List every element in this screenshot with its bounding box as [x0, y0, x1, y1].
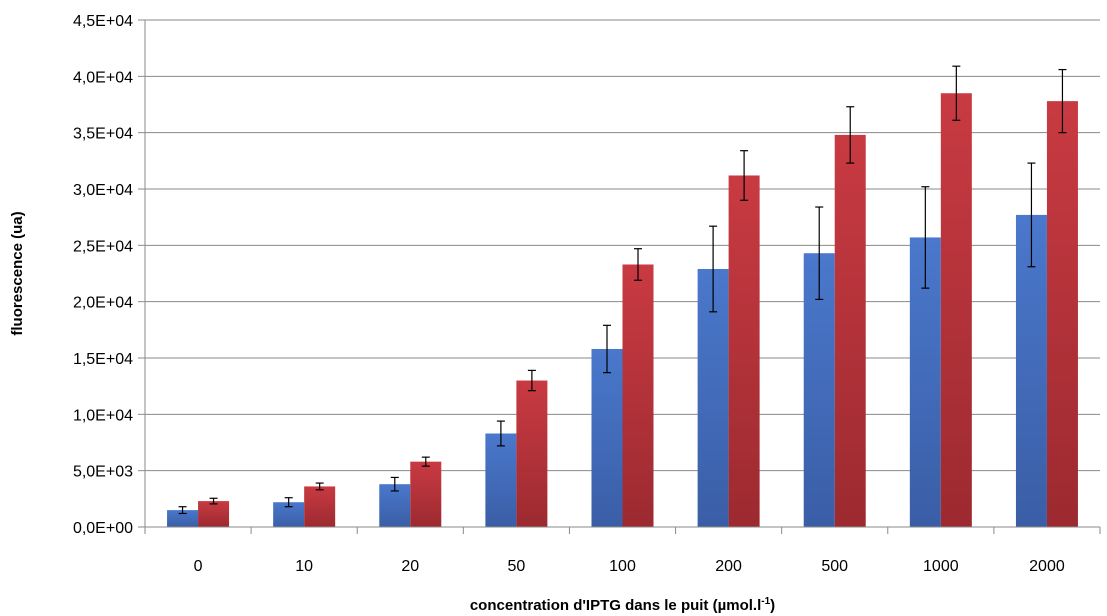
x-tick-label: 50	[507, 558, 525, 575]
y-tick-label: 2,5E+04	[73, 238, 133, 255]
y-tick-label: 3,5E+04	[73, 126, 133, 143]
bar-series-2	[304, 486, 336, 527]
y-tick-label: 1,0E+04	[73, 407, 133, 424]
x-tick-label: 20	[401, 558, 419, 575]
bar-series-2	[728, 175, 760, 528]
y-axis-title: fluorescence (ua)	[9, 211, 26, 335]
x-tick-label: 200	[715, 558, 742, 575]
x-axis-title-sup: -1	[761, 596, 770, 607]
x-axis-title-end: )	[770, 597, 775, 614]
y-tick-label: 0,0E+00	[73, 520, 133, 537]
y-tick-label: 2,0E+04	[73, 295, 133, 312]
bar-series-1	[485, 433, 517, 527]
bar-series-1	[167, 510, 199, 527]
gridlines	[145, 19, 1100, 472]
bar-series-2	[834, 134, 866, 528]
y-tick-label: 1,5E+04	[73, 351, 133, 368]
bar-series-1	[591, 348, 623, 527]
x-axis-title-main: concentration d'IPTG dans le puit (µmol.…	[470, 597, 761, 614]
bar-series-2	[940, 93, 972, 527]
y-tick-label: 3,0E+04	[73, 182, 133, 199]
x-tick-label: 10	[295, 558, 313, 575]
x-axis-title: concentration d'IPTG dans le puit (µmol.…	[470, 596, 775, 614]
y-tick-label: 4,5E+04	[73, 13, 133, 30]
x-tick-label: 500	[821, 558, 848, 575]
x-tick-label: 0	[194, 558, 203, 575]
y-tick-label: 5,0E+03	[73, 464, 133, 481]
axes: 0,0E+00 5,0E+03 1,0E+04 1,5E+04 2,0E+04 2,5E+…	[73, 13, 1101, 575]
x-tick-label: 2000	[1029, 558, 1065, 575]
x-tick-label: 1000	[923, 558, 959, 575]
x-tick-label: 100	[609, 558, 636, 575]
bar-series-2	[1046, 101, 1078, 528]
bar-series-2	[622, 264, 654, 527]
bar-series-2	[410, 461, 442, 527]
bars	[167, 65, 1078, 528]
bar-series-2	[516, 380, 548, 527]
bar-series-2	[198, 501, 230, 527]
y-tick-label: 4,0E+04	[73, 69, 133, 86]
